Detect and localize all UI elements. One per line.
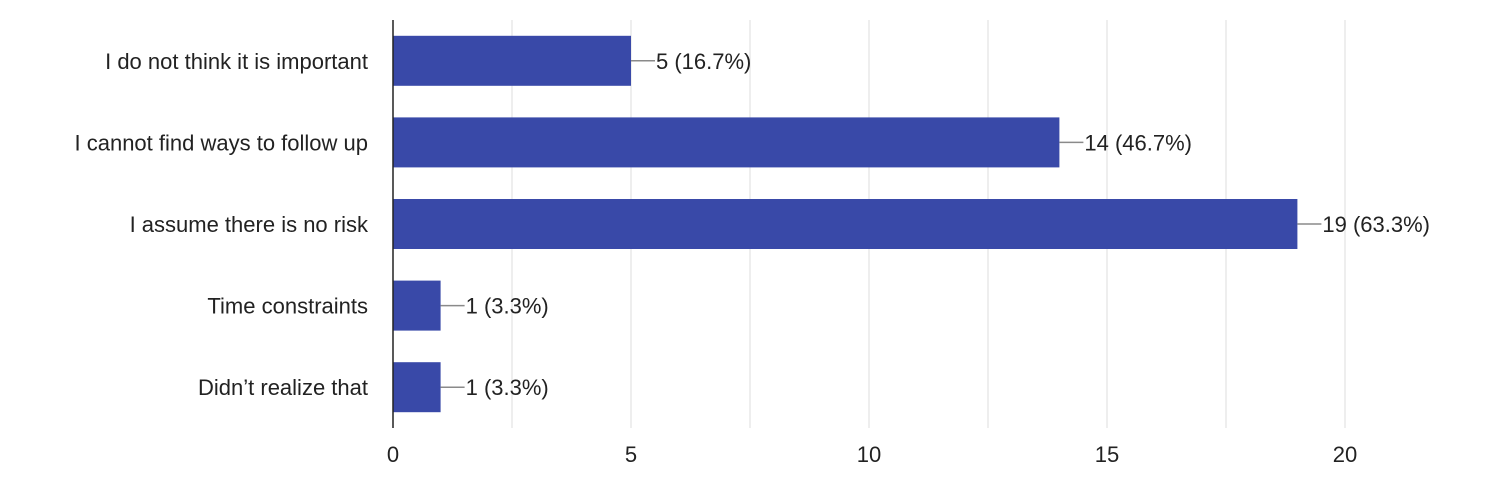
x-tick-label: 20: [1333, 442, 1357, 467]
data-label: 1 (3.3%): [466, 294, 549, 319]
category-label: Didn’t realize that: [198, 375, 368, 400]
bar: [393, 281, 441, 331]
bar: [393, 36, 631, 86]
bars: [393, 36, 1297, 412]
data-label: 1 (3.3%): [466, 375, 549, 400]
x-tick-label: 10: [857, 442, 881, 467]
category-label: Time constraints: [207, 294, 368, 319]
category-label: I cannot find ways to follow up: [75, 130, 369, 155]
data-label: 5 (16.7%): [656, 49, 751, 74]
x-tick-label: 0: [387, 442, 399, 467]
x-tick-label: 15: [1095, 442, 1119, 467]
bar: [393, 199, 1297, 249]
x-tick-label: 5: [625, 442, 637, 467]
category-label: I assume there is no risk: [130, 212, 369, 237]
data-label: 19 (63.3%): [1322, 212, 1430, 237]
data-label: 14 (46.7%): [1084, 130, 1192, 155]
bar: [393, 362, 441, 412]
labels: 0 5 10 15 20 I do not think it is important 5 …: [75, 49, 1431, 467]
category-label: I do not think it is important: [105, 49, 368, 74]
bar: [393, 117, 1059, 167]
